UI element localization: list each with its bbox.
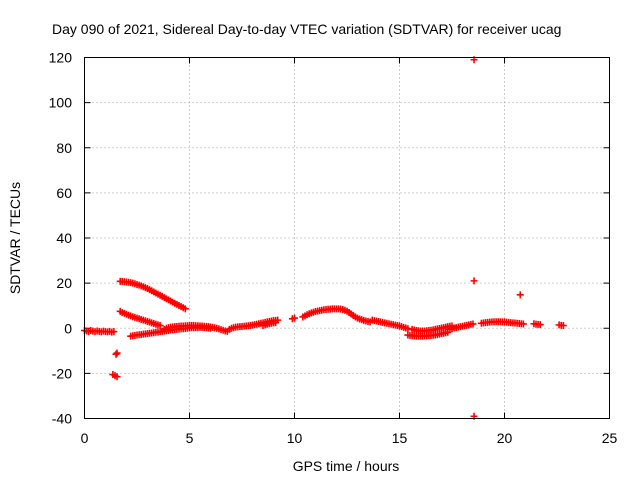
data-point [113, 349, 121, 357]
x-tick-label: 5 [186, 430, 194, 446]
data-point [536, 321, 544, 329]
x-tick-label: 20 [497, 430, 513, 446]
data-point [112, 350, 120, 358]
x-tick-label: 0 [81, 430, 89, 446]
data-point [519, 320, 527, 328]
data-point [516, 291, 524, 299]
y-tick-label: 80 [56, 140, 72, 156]
data-point [559, 322, 567, 330]
y-tick-label: -20 [52, 365, 72, 381]
x-axis-label: GPS time / hours [293, 458, 400, 474]
x-tick-label: 10 [287, 430, 303, 446]
y-tick-label: 0 [64, 320, 72, 336]
data-point [156, 322, 164, 330]
data-points [81, 56, 567, 420]
y-tick-label: 100 [49, 95, 73, 111]
y-tick-label: 40 [56, 230, 72, 246]
data-point [181, 305, 189, 313]
y-tick-label: 120 [49, 50, 73, 66]
data-point [113, 373, 121, 381]
plot-frame [84, 57, 610, 419]
data-point [272, 319, 280, 327]
y-tick-label: 60 [56, 185, 72, 201]
y-tick-label: 20 [56, 275, 72, 291]
data-point [470, 277, 478, 285]
y-axis-label: SDTVAR / TECUs [7, 182, 23, 294]
axis-ticks [84, 57, 610, 419]
data-point [469, 320, 477, 328]
x-tick-label: 25 [602, 430, 618, 446]
tick-labels: 0 5 10 15 20 25 -40 -20 0 20 40 60 80 100 120 [49, 50, 618, 447]
y-tick-label: -40 [52, 411, 72, 427]
data-point [110, 328, 118, 336]
data-point [291, 314, 298, 322]
grid-lines [84, 57, 610, 419]
x-tick-label: 15 [392, 430, 408, 446]
chart-title: Day 090 of 2021, Sidereal Day-to-day VTE… [52, 21, 561, 37]
